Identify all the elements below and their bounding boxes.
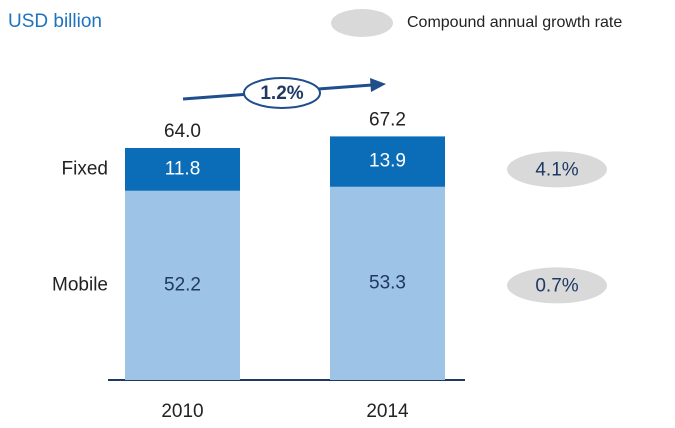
legend-swatch xyxy=(331,9,393,37)
unit-label: USD billion xyxy=(8,11,102,32)
bar-segment xyxy=(330,136,445,187)
arrow-head xyxy=(370,78,386,92)
total-label: 67.2 xyxy=(369,109,406,130)
bar-segment xyxy=(125,190,240,380)
x-tick-label: 2010 xyxy=(161,401,203,422)
bar-segment xyxy=(330,186,445,380)
cagr-bubble xyxy=(507,267,607,304)
segment-label: 52.2 xyxy=(164,274,201,295)
bar-segment xyxy=(125,148,240,191)
total-label: 64.0 xyxy=(164,121,201,142)
x-tick-label: 2014 xyxy=(366,401,409,422)
series-cagr: 4.1% xyxy=(535,159,578,180)
cagr-bubble xyxy=(507,151,607,188)
total-cagr-bubble xyxy=(243,77,321,109)
series-cagr: 0.7% xyxy=(535,275,578,296)
segment-label: 53.3 xyxy=(369,272,406,293)
legend-label: Compound annual growth rate xyxy=(407,14,622,31)
segment-label: 11.8 xyxy=(165,158,201,179)
total-cagr: 1.2% xyxy=(260,83,303,104)
segment-label: 13.9 xyxy=(369,151,406,172)
series-label: Fixed xyxy=(62,158,108,179)
series-label: Mobile xyxy=(52,274,108,295)
